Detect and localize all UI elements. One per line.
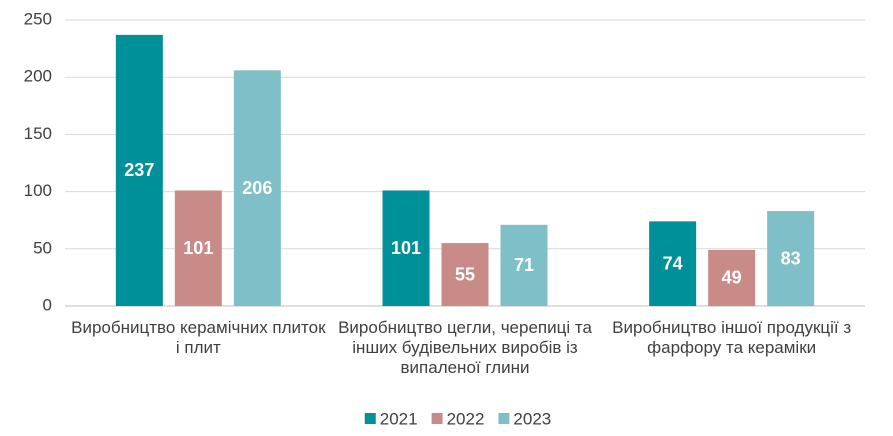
bar <box>233 70 281 306</box>
value-label: 74 <box>663 253 683 273</box>
legend-swatch <box>431 413 443 424</box>
bar <box>174 190 222 306</box>
value-label: 49 <box>722 268 742 288</box>
legend-label: 2023 <box>513 409 551 428</box>
y-tick-label: 50 <box>33 238 52 257</box>
bar <box>500 224 548 306</box>
bar <box>767 211 815 306</box>
value-label: 206 <box>242 178 272 198</box>
bar <box>115 34 163 306</box>
x-tick-label: Виробництво цегли, черепиці та інших буд… <box>338 318 592 377</box>
y-tick-label: 100 <box>24 181 52 200</box>
y-tick-label: 150 <box>24 124 52 143</box>
legend-label: 2022 <box>447 409 485 428</box>
y-tick-label: 0 <box>43 295 52 314</box>
bar <box>441 243 489 306</box>
value-label: 237 <box>124 160 154 180</box>
bar <box>649 221 697 306</box>
legend-label: 2021 <box>380 409 418 428</box>
bar <box>382 190 430 306</box>
value-label: 83 <box>781 248 801 268</box>
value-label: 101 <box>183 238 213 258</box>
y-tick-label: 250 <box>24 9 52 28</box>
value-label: 101 <box>391 238 421 258</box>
x-tick-label: Виробництво іншої продукції з фарфору та… <box>612 318 852 357</box>
legend-swatch <box>364 413 376 424</box>
x-tick-label: Виробництво керамічних плиток і плит <box>71 318 326 357</box>
bar <box>708 249 756 306</box>
legend-swatch <box>498 413 510 424</box>
value-label: 55 <box>455 264 475 284</box>
value-label: 71 <box>514 255 534 275</box>
y-tick-label: 200 <box>24 67 52 86</box>
